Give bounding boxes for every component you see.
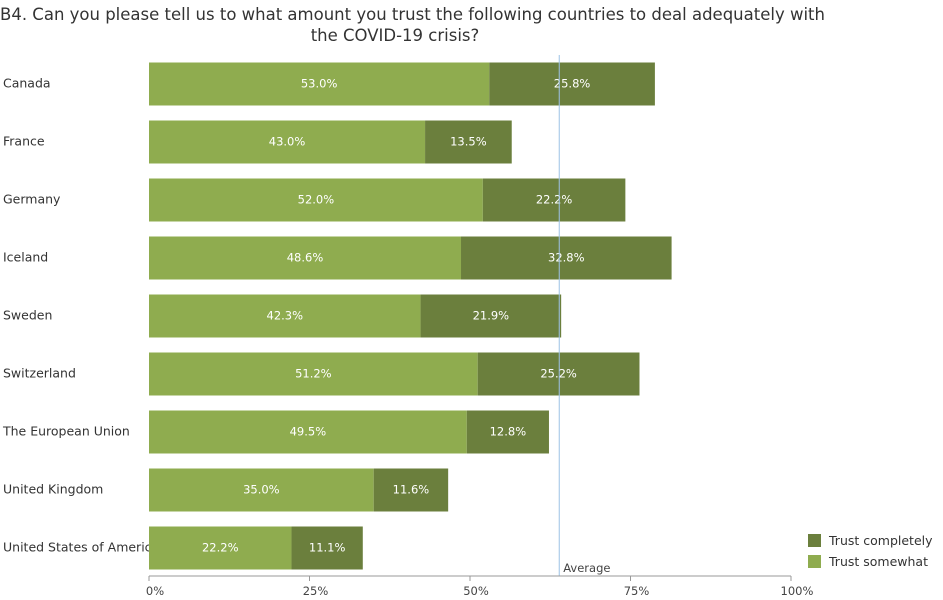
chart-title-line-1: B4. Can you please tell us to what amoun… — [0, 5, 825, 24]
data-label: 25.2% — [540, 367, 577, 381]
bar-trust-completely — [482, 178, 626, 222]
bar-trust-somewhat — [149, 526, 292, 570]
chart-title: B4. Can you please tell us to what amoun… — [0, 4, 825, 46]
x-tick-label: 50% — [463, 584, 489, 598]
legend: Trust completely Trust somewhat — [808, 530, 933, 572]
bar-trust-completely — [373, 468, 449, 512]
bar-trust-somewhat — [149, 236, 462, 280]
legend-swatch — [808, 534, 821, 547]
category-label: Sweden — [3, 308, 52, 323]
data-label: 11.6% — [393, 483, 430, 497]
data-label: 12.8% — [490, 425, 527, 439]
data-label: 32.8% — [548, 251, 585, 265]
category-label: Germany — [3, 192, 61, 207]
data-label: 49.5% — [290, 425, 327, 439]
category-label: France — [3, 134, 45, 149]
x-tick-label: 0% — [146, 584, 164, 598]
bar-trust-completely — [466, 410, 549, 454]
chart-title-line-2: the COVID-19 crisis? — [310, 26, 480, 45]
bar-trust-somewhat — [149, 410, 467, 454]
data-label: 21.9% — [473, 309, 510, 323]
data-label: 51.2% — [295, 367, 332, 381]
bar-trust-somewhat — [149, 120, 426, 164]
data-label: 52.0% — [298, 193, 335, 207]
data-label: 25.8% — [554, 77, 591, 91]
bar-trust-completely — [291, 526, 363, 570]
data-label: 13.5% — [450, 135, 487, 149]
x-tick-label: 100% — [781, 584, 814, 598]
category-label: United States of America — [3, 540, 159, 555]
data-label: 43.0% — [269, 135, 306, 149]
data-label: 22.2% — [202, 541, 239, 555]
data-label: 11.1% — [309, 541, 346, 555]
bar-trust-somewhat — [149, 352, 478, 396]
legend-item: Trust completely — [808, 530, 933, 551]
x-tick-label: 75% — [624, 584, 650, 598]
data-label: 48.6% — [287, 251, 324, 265]
data-label: 42.3% — [267, 309, 304, 323]
data-label: 35.0% — [243, 483, 280, 497]
bar-trust-completely — [420, 294, 562, 338]
category-label: Canada — [3, 76, 51, 91]
bar-trust-completely — [461, 236, 672, 280]
bar-trust-somewhat — [149, 468, 374, 512]
reference-line-label: Average — [563, 561, 610, 575]
bar-trust-completely — [489, 62, 655, 106]
category-label: United Kingdom — [3, 482, 103, 497]
bar-trust-somewhat — [149, 294, 421, 338]
data-label: 22.2% — [536, 193, 573, 207]
bar-trust-somewhat — [149, 62, 490, 106]
legend-swatch — [808, 555, 821, 568]
data-label: 53.0% — [301, 77, 338, 91]
category-label: The European Union — [2, 424, 130, 439]
legend-label: Trust somewhat — [829, 554, 928, 569]
bar-trust-completely — [477, 352, 640, 396]
category-label: Switzerland — [3, 366, 76, 381]
legend-label: Trust completely — [829, 533, 933, 548]
category-label: Iceland — [3, 250, 48, 265]
legend-item: Trust somewhat — [808, 551, 933, 572]
bar-trust-completely — [425, 120, 512, 164]
x-tick-label: 25% — [303, 584, 329, 598]
bar-trust-somewhat — [149, 178, 483, 222]
